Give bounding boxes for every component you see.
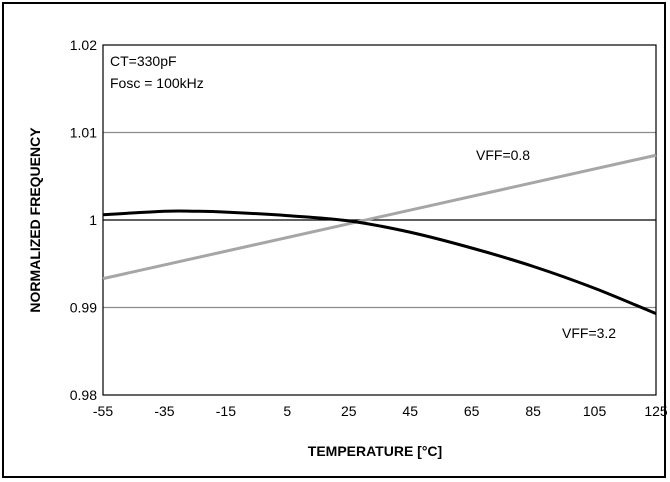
y-axis-title: NORMALIZED FREQUENCY bbox=[27, 127, 43, 313]
y-tick-label-0: 0.98 bbox=[70, 387, 97, 403]
y-tick-label-1: 0.99 bbox=[70, 300, 97, 316]
series-line-1 bbox=[102, 209, 657, 316]
grid-layer bbox=[102, 44, 657, 396]
y-tick-label-4: 1.02 bbox=[70, 37, 97, 53]
plot-border bbox=[102, 44, 657, 396]
annotation-fosc: Fosc = 100kHz bbox=[110, 75, 204, 91]
x-tick-label-8: 105 bbox=[583, 403, 607, 419]
plot-layer bbox=[102, 153, 657, 316]
x-tick-label-5: 45 bbox=[402, 403, 418, 419]
x-tick-label-7: 85 bbox=[525, 403, 541, 419]
y-tick-label-2: 1 bbox=[89, 212, 97, 228]
x-axis-title: TEMPERATURE [°C] bbox=[308, 443, 442, 459]
x-tick-label-6: 65 bbox=[464, 403, 480, 419]
x-tick-label-4: 25 bbox=[341, 403, 357, 419]
x-tick-label-9: 125 bbox=[644, 403, 668, 419]
x-tick-label-0: -55 bbox=[93, 403, 113, 419]
series-label-vff-0-8: VFF=0.8 bbox=[476, 147, 530, 163]
tick-layer: 0.98 0.99 1 1.01 1.02 -55 -35 -15 5 25 45 65 85 105 12… bbox=[70, 37, 668, 419]
x-tick-label-1: -35 bbox=[154, 403, 174, 419]
chart-frame bbox=[2, 2, 666, 478]
x-tick-label-3: 5 bbox=[283, 403, 291, 419]
series-line-0 bbox=[102, 153, 657, 281]
series-label-vff-3-2: VFF=3.2 bbox=[562, 325, 616, 341]
y-tick-label-3: 1.01 bbox=[70, 125, 97, 141]
annotation-ct: CT=330pF bbox=[110, 53, 177, 69]
x-tick-label-2: -15 bbox=[216, 403, 236, 419]
